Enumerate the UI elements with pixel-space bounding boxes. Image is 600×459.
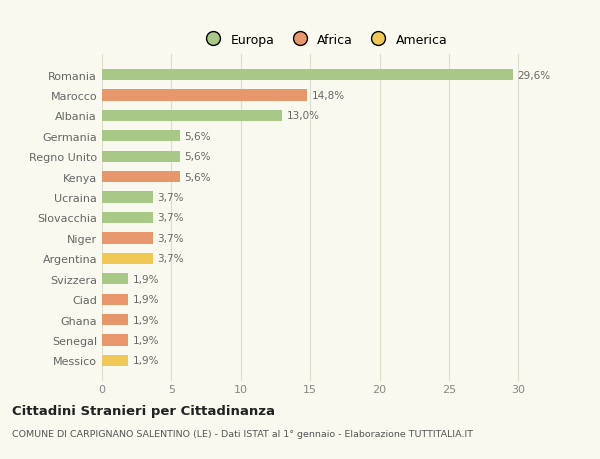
Bar: [102, 70, 513, 81]
Text: 3,7%: 3,7%: [157, 193, 184, 203]
Bar: [102, 213, 154, 224]
Text: 13,0%: 13,0%: [287, 111, 320, 121]
Bar: [102, 335, 128, 346]
Text: 3,7%: 3,7%: [157, 254, 184, 264]
Bar: [102, 355, 128, 366]
Bar: [102, 233, 154, 244]
Text: 1,9%: 1,9%: [133, 335, 159, 345]
Text: 1,9%: 1,9%: [133, 274, 159, 284]
Text: 3,7%: 3,7%: [157, 213, 184, 223]
Text: Cittadini Stranieri per Cittadinanza: Cittadini Stranieri per Cittadinanza: [12, 404, 275, 417]
Text: 5,6%: 5,6%: [184, 152, 211, 162]
Text: 29,6%: 29,6%: [517, 71, 550, 80]
Text: 3,7%: 3,7%: [157, 233, 184, 243]
Bar: [102, 294, 128, 305]
Bar: [102, 151, 180, 162]
Bar: [102, 172, 180, 183]
Text: 1,9%: 1,9%: [133, 295, 159, 304]
Bar: [102, 253, 154, 264]
Text: 1,9%: 1,9%: [133, 356, 159, 365]
Bar: [102, 90, 307, 101]
Bar: [102, 314, 128, 325]
Text: 5,6%: 5,6%: [184, 132, 211, 141]
Bar: [102, 192, 154, 203]
Text: COMUNE DI CARPIGNANO SALENTINO (LE) - Dati ISTAT al 1° gennaio - Elaborazione TU: COMUNE DI CARPIGNANO SALENTINO (LE) - Da…: [12, 429, 473, 438]
Bar: [102, 111, 283, 122]
Bar: [102, 131, 180, 142]
Text: 1,9%: 1,9%: [133, 315, 159, 325]
Text: 14,8%: 14,8%: [311, 91, 344, 101]
Text: 5,6%: 5,6%: [184, 172, 211, 182]
Bar: [102, 274, 128, 285]
Legend: Europa, Africa, America: Europa, Africa, America: [196, 29, 452, 52]
